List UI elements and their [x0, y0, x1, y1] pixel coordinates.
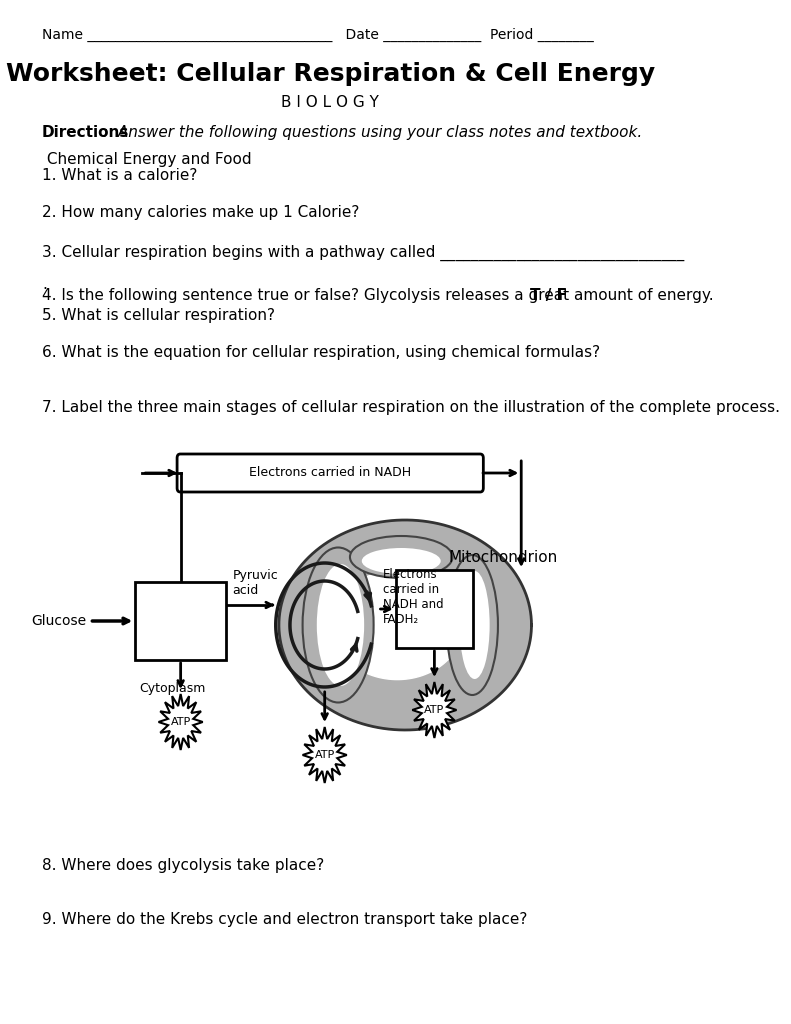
Text: T / F: T / F — [530, 288, 567, 303]
Text: 6. What is the equation for cellular respiration, using chemical formulas?: 6. What is the equation for cellular res… — [42, 345, 600, 360]
Text: Electrons carried in NADH: Electrons carried in NADH — [249, 467, 411, 479]
Text: 3. Cellular respiration begins with a pathway called ___________________________: 3. Cellular respiration begins with a pa… — [42, 245, 684, 261]
Ellipse shape — [361, 548, 441, 574]
Text: ATP: ATP — [315, 750, 335, 760]
Ellipse shape — [447, 555, 498, 695]
Polygon shape — [303, 727, 346, 783]
Ellipse shape — [316, 564, 364, 686]
Text: Cytoplasm: Cytoplasm — [139, 682, 206, 695]
Text: 5. What is cellular respiration?: 5. What is cellular respiration? — [42, 308, 275, 323]
Text: ATP: ATP — [171, 717, 191, 727]
Text: Worksheet: Cellular Respiration & Cell Energy: Worksheet: Cellular Respiration & Cell E… — [6, 62, 655, 86]
Text: 8. Where does glycolysis take place?: 8. Where does glycolysis take place? — [42, 858, 324, 873]
Polygon shape — [412, 682, 456, 738]
FancyBboxPatch shape — [177, 454, 483, 492]
Text: Name ___________________________________   Date ______________  Period ________: Name ___________________________________… — [42, 28, 594, 42]
Text: 7. Label the three main stages of cellular respiration on the illustration of th: 7. Label the three main stages of cellul… — [42, 400, 780, 415]
Text: Directions: Directions — [42, 125, 130, 140]
Text: 1. What is a calorie?: 1. What is a calorie? — [42, 168, 198, 183]
Text: B I O L O G Y: B I O L O G Y — [282, 95, 379, 110]
Polygon shape — [279, 520, 532, 730]
Text: Mitochondrion: Mitochondrion — [448, 550, 558, 564]
Text: 9. Where do the Krebs cycle and electron transport take place?: 9. Where do the Krebs cycle and electron… — [42, 912, 528, 927]
Bar — [135, 582, 226, 660]
Text: Glucose: Glucose — [31, 614, 86, 628]
Text: 4. Is the following sentence true or false? Glycolysis releases a great amount o: 4. Is the following sentence true or fal… — [42, 288, 729, 303]
Ellipse shape — [303, 548, 373, 702]
Polygon shape — [158, 694, 202, 750]
Text: :  Answer the following questions using your class notes and textbook.: : Answer the following questions using y… — [103, 125, 642, 140]
Text: Electrons
carried in
NADH and
FADH₂: Electrons carried in NADH and FADH₂ — [383, 568, 444, 626]
Ellipse shape — [350, 536, 452, 578]
Text: Pyruvic
acid: Pyruvic acid — [233, 569, 278, 597]
Text: .: . — [42, 278, 47, 292]
Ellipse shape — [460, 571, 490, 679]
Text: 2. How many calories make up 1 Calorie?: 2. How many calories make up 1 Calorie? — [42, 205, 359, 220]
Text: ATP: ATP — [424, 705, 445, 715]
Polygon shape — [331, 570, 463, 680]
Bar — [396, 570, 473, 648]
Text: Chemical Energy and Food: Chemical Energy and Food — [42, 152, 252, 167]
